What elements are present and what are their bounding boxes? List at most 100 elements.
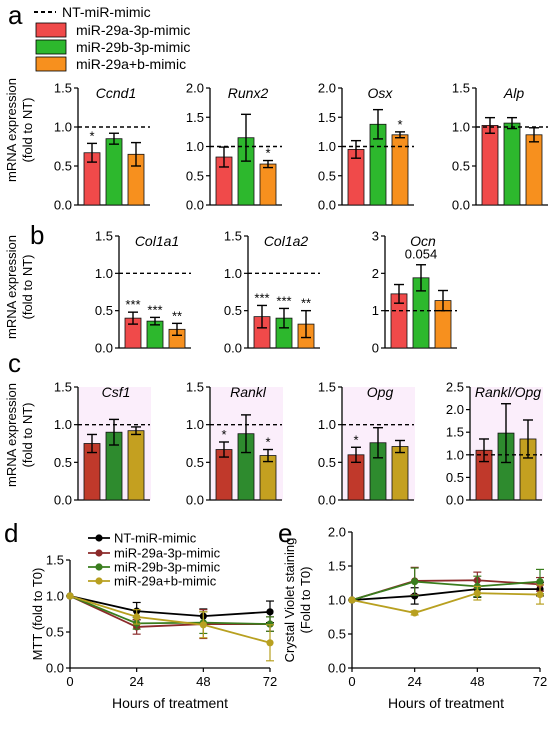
significance-label: *** (276, 293, 291, 308)
series-line (351, 588, 540, 601)
row-ylabel-0: mRNA expression (fold to NT) (4, 78, 35, 182)
y-axis-label: MTT (fold to T0) (30, 568, 45, 661)
y-axis-label-line2: (Fold to T0) (298, 567, 313, 634)
legend-label: miR-29a-3p-mimic (114, 546, 221, 561)
x-tick-label: 48 (196, 674, 210, 689)
y-tick-label: 2.0 (186, 81, 204, 96)
row-ylabel-line1: mRNA expression (4, 78, 19, 182)
data-point (411, 609, 419, 617)
series-line (69, 595, 271, 618)
data-point (536, 590, 544, 599)
series-line (351, 580, 541, 601)
data-point (199, 621, 207, 629)
row-ylabel-line2: (fold to NT) (20, 254, 35, 319)
y-tick-label: 2.0 (318, 81, 336, 96)
significance-label: * (265, 435, 270, 450)
y-tick-label: 0.5 (318, 455, 336, 470)
row-ylabel-line1: mRNA expression (4, 235, 19, 339)
series-line (351, 592, 541, 614)
y-tick-label: 0.0 (54, 493, 72, 508)
y-tick-label: 1.5 (452, 81, 470, 96)
y-tick-label: 0.0 (224, 341, 242, 356)
y-tick-label: 0.0 (318, 493, 336, 508)
x-tick-label: 48 (470, 674, 484, 689)
y-tick-label: 0.5 (186, 455, 204, 470)
significance-label: *** (125, 297, 140, 312)
legend-label: miR-29a+b-mimic (76, 56, 186, 72)
y-tick-label: 0.0 (452, 198, 470, 213)
y-tick-label: 0.5 (328, 627, 346, 642)
significance-label: ** (172, 308, 182, 323)
x-tick-label: 0 (66, 674, 73, 689)
y-tick-label: 1.0 (54, 417, 72, 432)
panel-title: Rankl/Opg (475, 384, 541, 400)
y-tick-label: 0.0 (328, 661, 346, 676)
y-tick-label: 1.5 (318, 380, 336, 395)
bar (259, 163, 277, 206)
y-tick-label: 1.0 (318, 417, 336, 432)
bar (391, 446, 409, 501)
panel-label-b: b (30, 220, 45, 250)
y-tick-label: 1.0 (224, 266, 242, 281)
y-tick-label: 0.5 (186, 168, 204, 183)
legend-marker (95, 534, 103, 542)
panel-label-e: e (278, 518, 293, 548)
panel-label-d: d (4, 518, 19, 548)
data-point (266, 639, 274, 647)
y-tick-label: 1.5 (318, 110, 336, 125)
x-tick-label: 0 (348, 674, 355, 689)
y-tick-label: 1.5 (54, 380, 72, 395)
panel-title: Osx (368, 85, 394, 101)
significance-label: *** (254, 290, 269, 305)
legend-swatch (35, 39, 67, 55)
significance-label: ** (301, 296, 311, 311)
y-tick-label: 0 (372, 341, 379, 356)
y-tick-label: 0.5 (46, 625, 64, 640)
bar (481, 125, 499, 206)
panel-label-a: a (8, 0, 23, 30)
panel-title: Rankl (230, 384, 267, 400)
y-tick-label: 2.0 (446, 402, 464, 417)
y-tick-label: 0.0 (95, 341, 113, 356)
panel-label-c: c (8, 348, 21, 378)
row-ylabel-1: mRNA expression (fold to NT) (4, 235, 35, 339)
y-tick-label: 1.0 (446, 447, 464, 462)
legend-label: miR-29b-3p-mimic (114, 560, 221, 575)
y-tick-label: 0.5 (54, 159, 72, 174)
y-tick-label: 1.0 (95, 266, 113, 281)
y-tick-label: 1.0 (46, 589, 64, 604)
legend-label: miR-29a-3p-mimic (76, 22, 190, 38)
bar (525, 134, 543, 206)
data-point (133, 613, 141, 621)
y-tick-label: 0.0 (186, 198, 204, 213)
y-tick-label: 1.0 (328, 593, 346, 608)
panel-title: Ocn (410, 233, 436, 249)
legend-label: miR-29a+b-mimic (114, 574, 217, 589)
x-tick-label: 72 (533, 674, 547, 689)
y-tick-label: 0.0 (46, 661, 64, 676)
row-ylabel-line2: (fold to NT) (20, 97, 35, 162)
significance-label: * (221, 427, 226, 442)
y-tick-label: 2.5 (446, 380, 464, 395)
y-tick-label: 0.5 (95, 303, 113, 318)
legend-label: miR-29b-3p-mimic (76, 39, 190, 55)
panel-title: Ccnd1 (96, 85, 136, 101)
y-tick-label: 1.5 (186, 380, 204, 395)
y-tick-label: 1.5 (95, 229, 113, 244)
x-tick-label: 24 (129, 674, 143, 689)
y-tick-label: 0.5 (446, 470, 464, 485)
data-point (411, 578, 419, 586)
y-tick-label: 0.5 (224, 303, 242, 318)
row-ylabel-line1: mRNA expression (4, 383, 19, 487)
panel-title: Csf1 (102, 384, 131, 400)
y-tick-label: 1.5 (446, 425, 464, 440)
y-tick-label: 0.5 (318, 168, 336, 183)
panel-title: Runx2 (228, 85, 269, 101)
row-ylabel-line2: (fold to NT) (20, 402, 35, 467)
y-tick-label: 0.0 (54, 198, 72, 213)
legend-swatch (35, 56, 67, 72)
x-axis-label: Hours of treatment (112, 695, 228, 711)
legend-marker (95, 549, 103, 557)
data-point (473, 589, 481, 597)
